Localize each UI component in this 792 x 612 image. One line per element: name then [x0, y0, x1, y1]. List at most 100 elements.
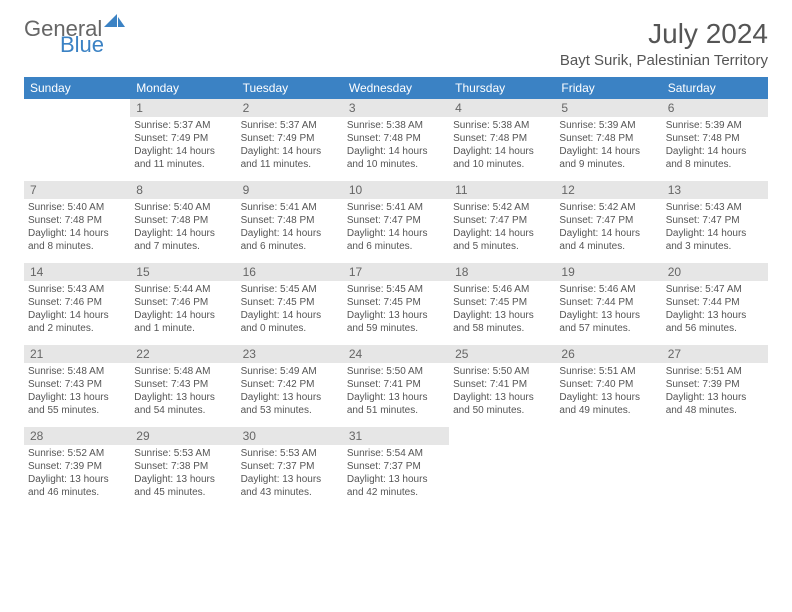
- day-header-sunday: Sunday: [24, 77, 130, 99]
- sunset-line: Sunset: 7:49 PM: [241, 132, 339, 145]
- calendar-row: 14Sunrise: 5:43 AMSunset: 7:46 PMDayligh…: [24, 263, 768, 345]
- daylight-line: Daylight: 14 hours and 11 minutes.: [134, 145, 232, 171]
- day-number: 19: [555, 263, 661, 281]
- day-body: Sunrise: 5:42 AMSunset: 7:47 PMDaylight:…: [555, 199, 661, 257]
- day-number: 17: [343, 263, 449, 281]
- sunrise-line: Sunrise: 5:45 AM: [241, 283, 339, 296]
- calendar-cell: 10Sunrise: 5:41 AMSunset: 7:47 PMDayligh…: [343, 181, 449, 263]
- calendar-cell: 22Sunrise: 5:48 AMSunset: 7:43 PMDayligh…: [130, 345, 236, 427]
- day-body: Sunrise: 5:51 AMSunset: 7:40 PMDaylight:…: [555, 363, 661, 421]
- day-header-tuesday: Tuesday: [237, 77, 343, 99]
- sunset-line: Sunset: 7:41 PM: [347, 378, 445, 391]
- day-number: 14: [24, 263, 130, 281]
- day-number: 8: [130, 181, 236, 199]
- calendar-cell: 31Sunrise: 5:54 AMSunset: 7:37 PMDayligh…: [343, 427, 449, 509]
- calendar-row: 28Sunrise: 5:52 AMSunset: 7:39 PMDayligh…: [24, 427, 768, 509]
- calendar-cell: 5Sunrise: 5:39 AMSunset: 7:48 PMDaylight…: [555, 99, 661, 181]
- day-number: 23: [237, 345, 343, 363]
- day-number: 9: [237, 181, 343, 199]
- day-body: Sunrise: 5:43 AMSunset: 7:47 PMDaylight:…: [662, 199, 768, 257]
- day-body: Sunrise: 5:51 AMSunset: 7:39 PMDaylight:…: [662, 363, 768, 421]
- day-number: 7: [24, 181, 130, 199]
- daylight-line: Daylight: 14 hours and 6 minutes.: [347, 227, 445, 253]
- day-body: Sunrise: 5:37 AMSunset: 7:49 PMDaylight:…: [237, 117, 343, 175]
- day-body: Sunrise: 5:54 AMSunset: 7:37 PMDaylight:…: [343, 445, 449, 503]
- day-body: Sunrise: 5:46 AMSunset: 7:44 PMDaylight:…: [555, 281, 661, 339]
- calendar-cell: [662, 427, 768, 509]
- day-body: Sunrise: 5:45 AMSunset: 7:45 PMDaylight:…: [237, 281, 343, 339]
- calendar-cell: 20Sunrise: 5:47 AMSunset: 7:44 PMDayligh…: [662, 263, 768, 345]
- calendar-cell: 17Sunrise: 5:45 AMSunset: 7:45 PMDayligh…: [343, 263, 449, 345]
- sunset-line: Sunset: 7:45 PM: [241, 296, 339, 309]
- calendar-cell: 8Sunrise: 5:40 AMSunset: 7:48 PMDaylight…: [130, 181, 236, 263]
- daylight-line: Daylight: 14 hours and 0 minutes.: [241, 309, 339, 335]
- calendar-cell: [24, 99, 130, 181]
- day-number: 1: [130, 99, 236, 117]
- daylight-line: Daylight: 14 hours and 8 minutes.: [28, 227, 126, 253]
- calendar-cell: 21Sunrise: 5:48 AMSunset: 7:43 PMDayligh…: [24, 345, 130, 427]
- calendar-row: 1Sunrise: 5:37 AMSunset: 7:49 PMDaylight…: [24, 99, 768, 181]
- sunrise-line: Sunrise: 5:38 AM: [453, 119, 551, 132]
- day-number: 16: [237, 263, 343, 281]
- sunrise-line: Sunrise: 5:47 AM: [666, 283, 764, 296]
- logo-sail-icon: [104, 12, 126, 34]
- daylight-line: Daylight: 14 hours and 8 minutes.: [666, 145, 764, 171]
- day-number: 28: [24, 427, 130, 445]
- daylight-line: Daylight: 13 hours and 49 minutes.: [559, 391, 657, 417]
- sunset-line: Sunset: 7:48 PM: [453, 132, 551, 145]
- day-header-friday: Friday: [555, 77, 661, 99]
- calendar-row: 21Sunrise: 5:48 AMSunset: 7:43 PMDayligh…: [24, 345, 768, 427]
- sunset-line: Sunset: 7:49 PM: [134, 132, 232, 145]
- sunrise-line: Sunrise: 5:39 AM: [559, 119, 657, 132]
- sunset-line: Sunset: 7:43 PM: [134, 378, 232, 391]
- day-number: 20: [662, 263, 768, 281]
- sunrise-line: Sunrise: 5:51 AM: [559, 365, 657, 378]
- daylight-line: Daylight: 14 hours and 3 minutes.: [666, 227, 764, 253]
- daylight-line: Daylight: 14 hours and 6 minutes.: [241, 227, 339, 253]
- sunrise-line: Sunrise: 5:46 AM: [453, 283, 551, 296]
- daylight-line: Daylight: 14 hours and 7 minutes.: [134, 227, 232, 253]
- sunset-line: Sunset: 7:38 PM: [134, 460, 232, 473]
- day-number: 13: [662, 181, 768, 199]
- day-body: Sunrise: 5:40 AMSunset: 7:48 PMDaylight:…: [130, 199, 236, 257]
- daylight-line: Daylight: 14 hours and 2 minutes.: [28, 309, 126, 335]
- sunset-line: Sunset: 7:48 PM: [559, 132, 657, 145]
- sunrise-line: Sunrise: 5:54 AM: [347, 447, 445, 460]
- calendar-cell: 3Sunrise: 5:38 AMSunset: 7:48 PMDaylight…: [343, 99, 449, 181]
- calendar-cell: 15Sunrise: 5:44 AMSunset: 7:46 PMDayligh…: [130, 263, 236, 345]
- daylight-line: Daylight: 13 hours and 45 minutes.: [134, 473, 232, 499]
- day-body: Sunrise: 5:40 AMSunset: 7:48 PMDaylight:…: [24, 199, 130, 257]
- sunrise-line: Sunrise: 5:43 AM: [28, 283, 126, 296]
- sunrise-line: Sunrise: 5:41 AM: [241, 201, 339, 214]
- sunset-line: Sunset: 7:47 PM: [559, 214, 657, 227]
- sunrise-line: Sunrise: 5:48 AM: [134, 365, 232, 378]
- day-header-row: SundayMondayTuesdayWednesdayThursdayFrid…: [24, 77, 768, 99]
- day-number: 10: [343, 181, 449, 199]
- sunset-line: Sunset: 7:48 PM: [134, 214, 232, 227]
- calendar-cell: 14Sunrise: 5:43 AMSunset: 7:46 PMDayligh…: [24, 263, 130, 345]
- daylight-line: Daylight: 13 hours and 48 minutes.: [666, 391, 764, 417]
- calendar-cell: 12Sunrise: 5:42 AMSunset: 7:47 PMDayligh…: [555, 181, 661, 263]
- sunset-line: Sunset: 7:40 PM: [559, 378, 657, 391]
- day-body: Sunrise: 5:53 AMSunset: 7:37 PMDaylight:…: [237, 445, 343, 503]
- day-number: 31: [343, 427, 449, 445]
- daylight-line: Daylight: 13 hours and 53 minutes.: [241, 391, 339, 417]
- daylight-line: Daylight: 14 hours and 4 minutes.: [559, 227, 657, 253]
- sunrise-line: Sunrise: 5:51 AM: [666, 365, 764, 378]
- day-number: 25: [449, 345, 555, 363]
- calendar-cell: 16Sunrise: 5:45 AMSunset: 7:45 PMDayligh…: [237, 263, 343, 345]
- header: GeneralBlue July 2024 Bayt Surik, Palest…: [24, 18, 768, 69]
- sunset-line: Sunset: 7:42 PM: [241, 378, 339, 391]
- daylight-line: Daylight: 14 hours and 1 minute.: [134, 309, 232, 335]
- location: Bayt Surik, Palestinian Territory: [560, 52, 768, 69]
- day-number: 22: [130, 345, 236, 363]
- sunrise-line: Sunrise: 5:53 AM: [241, 447, 339, 460]
- day-body: Sunrise: 5:38 AMSunset: 7:48 PMDaylight:…: [449, 117, 555, 175]
- daylight-line: Daylight: 14 hours and 11 minutes.: [241, 145, 339, 171]
- day-number: 3: [343, 99, 449, 117]
- sunrise-line: Sunrise: 5:42 AM: [559, 201, 657, 214]
- month-title: July 2024: [560, 18, 768, 50]
- sunrise-line: Sunrise: 5:37 AM: [134, 119, 232, 132]
- calendar-cell: 24Sunrise: 5:50 AMSunset: 7:41 PMDayligh…: [343, 345, 449, 427]
- sunrise-line: Sunrise: 5:52 AM: [28, 447, 126, 460]
